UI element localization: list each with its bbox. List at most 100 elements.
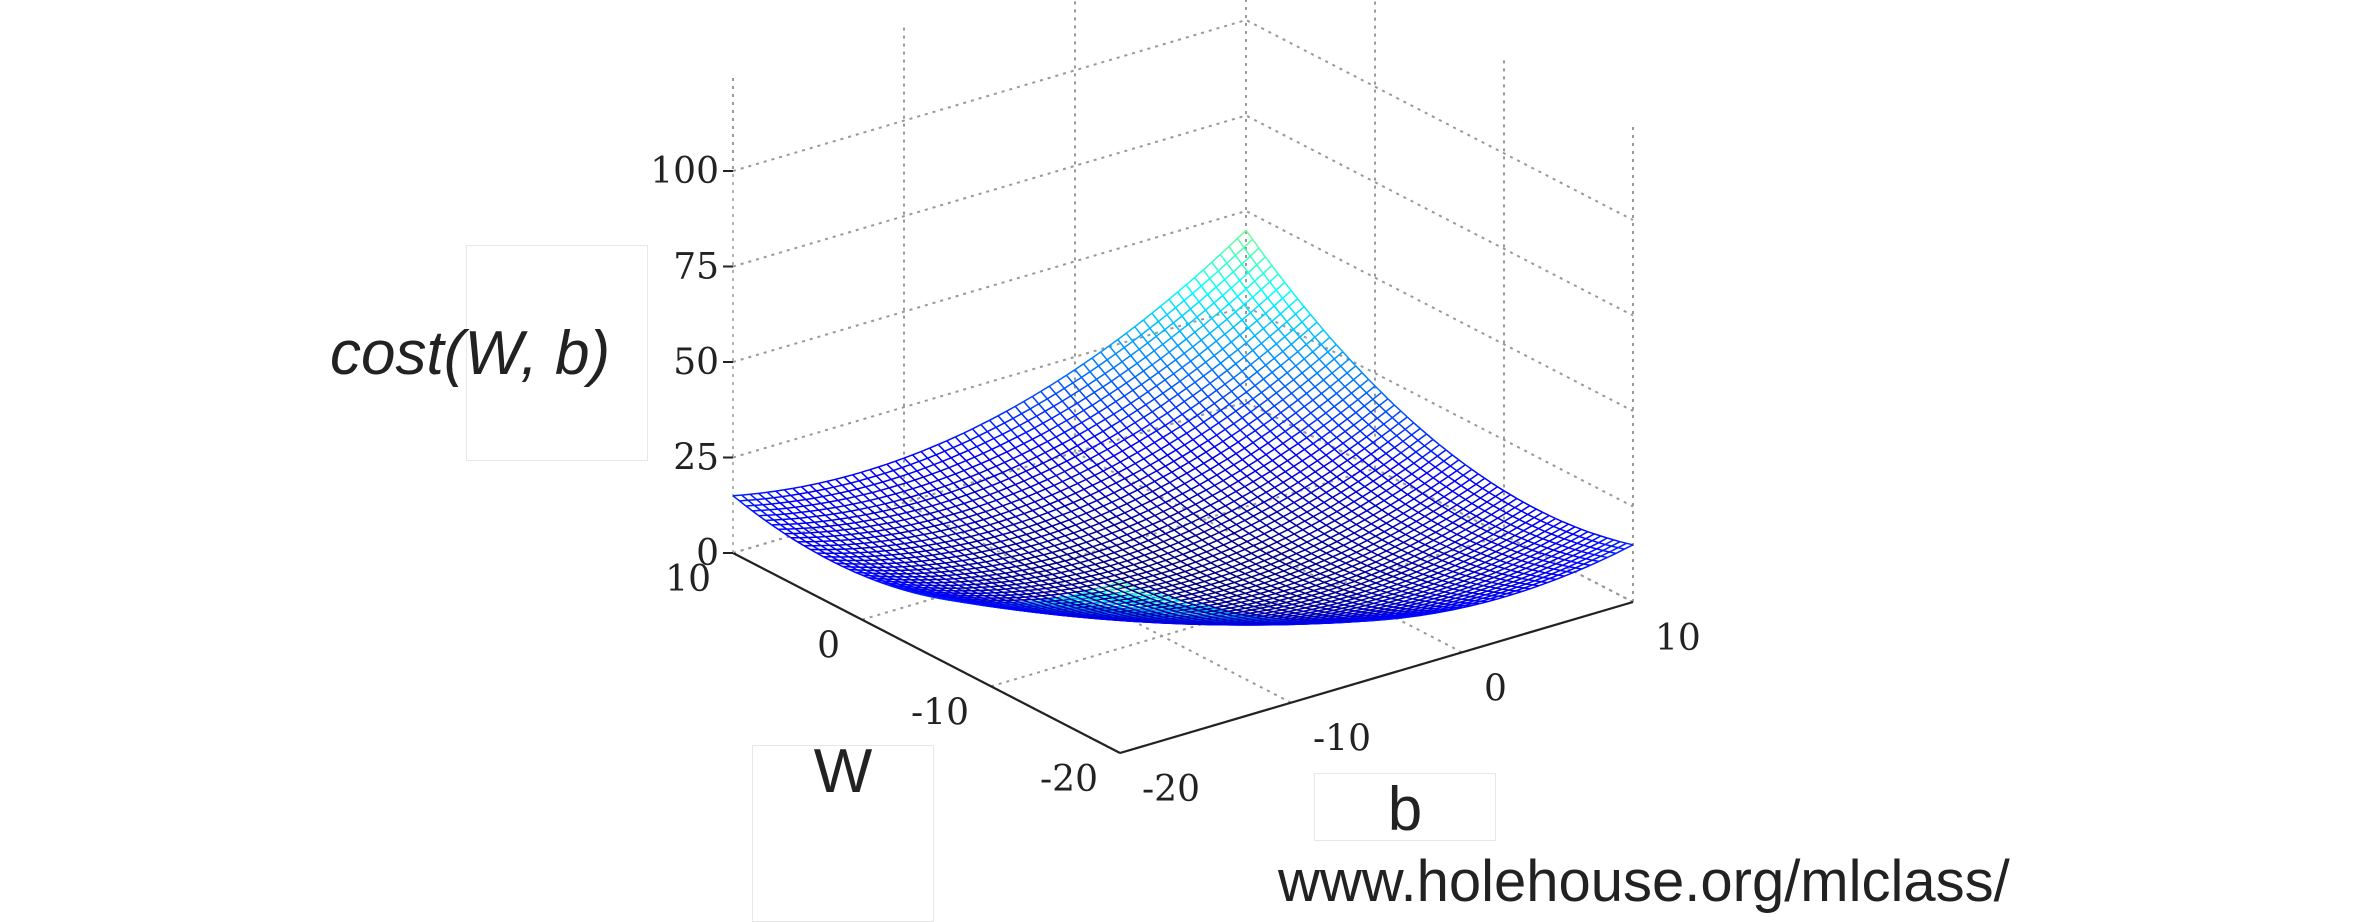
mesh-line	[1069, 545, 1078, 548]
mesh-line	[1395, 441, 1404, 447]
mesh-line	[870, 470, 877, 476]
mesh-line	[1061, 487, 1070, 491]
mesh-line	[1328, 438, 1337, 444]
mesh-line	[1055, 587, 1061, 590]
mesh-line	[1302, 315, 1311, 323]
mesh-line	[1251, 358, 1260, 365]
mesh-line	[840, 540, 846, 544]
mesh-line	[1232, 564, 1241, 567]
mesh-line	[1087, 564, 1096, 566]
mesh-line	[791, 519, 798, 524]
mesh-line	[932, 533, 938, 538]
mesh-line	[1254, 588, 1263, 591]
mesh-line	[1444, 455, 1453, 461]
mesh-line	[1312, 593, 1321, 596]
mesh-line	[891, 507, 900, 509]
mesh-line	[1037, 489, 1046, 493]
mesh-line	[1118, 333, 1127, 339]
mesh-line	[1243, 577, 1252, 580]
mesh-line	[967, 548, 976, 550]
mesh-line	[1253, 290, 1262, 298]
mesh-line	[1224, 588, 1233, 590]
mesh-line	[932, 471, 941, 474]
mesh-line	[1226, 501, 1235, 506]
mesh-line	[1412, 503, 1421, 508]
mesh-line	[924, 508, 930, 513]
mesh-line	[917, 551, 926, 552]
mesh-line	[1208, 435, 1217, 441]
mesh-line	[1241, 583, 1250, 586]
mesh-line	[1208, 510, 1217, 514]
mesh-line	[992, 564, 1001, 566]
mesh-line	[746, 506, 753, 511]
mesh-line	[1341, 359, 1350, 366]
mesh-line	[1195, 422, 1204, 428]
mesh-line	[1061, 590, 1068, 593]
mesh-line	[1423, 520, 1432, 525]
mesh-line	[1082, 527, 1091, 530]
mesh-line	[1190, 578, 1199, 581]
mesh-line	[981, 420, 990, 424]
mesh-line	[1080, 560, 1089, 562]
mesh-line	[1131, 514, 1140, 518]
mesh-line	[930, 483, 937, 489]
mesh-line	[894, 550, 901, 554]
mesh-line	[1447, 566, 1456, 570]
mesh-line	[1378, 551, 1387, 555]
mesh-line	[1223, 436, 1232, 442]
mesh-line	[1033, 561, 1042, 563]
mesh-line	[951, 489, 960, 492]
mesh-line	[1418, 434, 1427, 440]
mesh-line	[1195, 463, 1204, 468]
mesh-line	[1300, 466, 1309, 471]
mesh-line	[1256, 561, 1265, 564]
mesh-line	[800, 517, 809, 518]
mesh-line	[887, 522, 896, 524]
mesh-line	[977, 539, 986, 541]
mesh-line	[1434, 561, 1443, 565]
mesh-line	[812, 527, 821, 528]
mesh-line	[1597, 545, 1606, 549]
mesh-line	[1103, 502, 1112, 506]
mesh-line	[911, 523, 920, 525]
mesh-line	[1176, 402, 1185, 408]
mesh-line	[1406, 578, 1415, 581]
mesh-line	[1230, 516, 1239, 520]
mesh-line	[836, 507, 842, 512]
mesh-line	[1079, 385, 1088, 391]
mesh-line	[1491, 509, 1500, 514]
mesh-line	[1001, 539, 1010, 541]
mesh-line	[1122, 446, 1131, 451]
mesh-line	[1159, 553, 1168, 556]
mesh-line	[947, 506, 956, 509]
mesh-line	[885, 550, 894, 551]
mesh-line	[952, 547, 959, 551]
mesh-line	[857, 539, 863, 543]
mesh-line	[907, 538, 913, 543]
mesh-line	[782, 497, 788, 502]
mesh-line	[893, 468, 902, 471]
mesh-line	[1537, 573, 1546, 577]
mesh-line	[1122, 356, 1131, 362]
mesh-line	[1186, 382, 1195, 388]
mesh-line	[1059, 576, 1068, 578]
mesh-line	[1399, 417, 1408, 424]
mesh-line	[1496, 569, 1505, 573]
mesh-line	[1313, 512, 1322, 517]
mesh-line	[1187, 504, 1196, 508]
mesh-line	[1507, 577, 1516, 580]
mesh-line	[1552, 552, 1561, 556]
mesh-line	[1402, 588, 1411, 591]
mesh-line	[1176, 547, 1185, 550]
mesh-line	[1082, 495, 1091, 499]
mesh-line	[861, 500, 870, 502]
mesh-line	[1107, 445, 1116, 450]
mesh-line	[1461, 480, 1470, 486]
mesh-line	[915, 480, 922, 486]
mesh-line	[829, 502, 836, 507]
mesh-line	[1240, 424, 1249, 430]
mesh-line	[885, 473, 892, 479]
mesh-line	[988, 554, 997, 556]
mesh-line	[1208, 287, 1217, 294]
mesh-line	[1448, 471, 1457, 477]
